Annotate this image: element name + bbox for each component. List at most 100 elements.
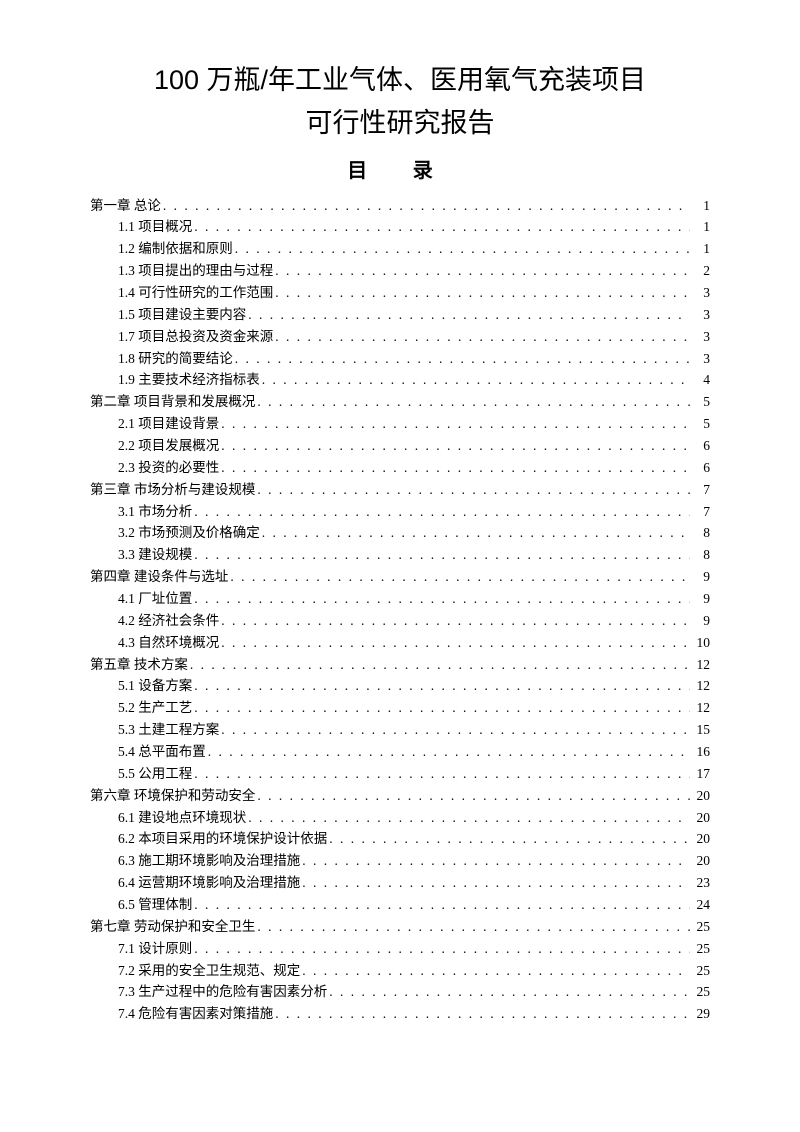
toc-chapter-row: 第一章 总论1	[90, 195, 710, 217]
document-title-line1: 100 万瓶/年工业气体、医用氧气充装项目	[90, 60, 710, 101]
toc-entry-label: 5.1 设备方案	[118, 675, 192, 697]
table-of-contents: 第一章 总论11.1 项目概况11.2 编制依据和原则11.3 项目提出的理由与…	[90, 195, 710, 1026]
toc-leader-dots	[194, 938, 690, 960]
toc-leader-dots	[235, 348, 690, 370]
toc-leader-dots	[194, 501, 690, 523]
toc-section-row: 7.3 生产过程中的危险有害因素分析25	[90, 981, 710, 1003]
toc-section-row: 3.3 建设规模8	[90, 544, 710, 566]
toc-entry-page: 1	[692, 195, 710, 217]
toc-entry-label: 第二章 项目背景和发展概况	[90, 391, 255, 413]
toc-section-row: 5.1 设备方案12	[90, 675, 710, 697]
toc-section-row: 4.3 自然环境概况10	[90, 632, 710, 654]
toc-entry-page: 25	[692, 960, 710, 982]
toc-section-row: 4.2 经济社会条件9	[90, 610, 710, 632]
toc-heading: 目 录	[90, 154, 710, 183]
toc-entry-page: 24	[692, 894, 710, 916]
toc-entry-page: 1	[692, 216, 710, 238]
toc-leader-dots	[221, 435, 690, 457]
toc-section-row: 7.4 危险有害因素对策措施29	[90, 1003, 710, 1025]
toc-entry-page: 5	[692, 391, 710, 413]
toc-entry-page: 3	[692, 304, 710, 326]
toc-section-row: 1.9 主要技术经济指标表 4	[90, 369, 710, 391]
toc-entry-page: 10	[692, 632, 710, 654]
toc-chapter-row: 第五章 技术方案12	[90, 654, 710, 676]
toc-leader-dots	[194, 675, 690, 697]
toc-leader-dots	[221, 413, 690, 435]
document-title-line2: 可行性研究报告	[90, 101, 710, 140]
toc-entry-label: 7.3 生产过程中的危险有害因素分析	[118, 981, 327, 1003]
toc-entry-page: 8	[692, 522, 710, 544]
toc-entry-label: 1.8 研究的简要结论	[118, 348, 233, 370]
toc-section-row: 1.4 可行性研究的工作范围 3	[90, 282, 710, 304]
toc-leader-dots	[248, 304, 690, 326]
toc-entry-label: 2.3 投资的必要性	[118, 457, 219, 479]
toc-entry-page: 17	[692, 763, 710, 785]
toc-entry-page: 1	[692, 238, 710, 260]
toc-entry-page: 4	[692, 369, 710, 391]
toc-entry-label: 1.2 编制依据和原则	[118, 238, 233, 260]
toc-leader-dots	[302, 872, 690, 894]
toc-section-row: 5.4 总平面布置 16	[90, 741, 710, 763]
toc-entry-page: 16	[692, 741, 710, 763]
toc-entry-label: 5.2 生产工艺	[118, 697, 192, 719]
toc-leader-dots	[275, 1003, 690, 1025]
toc-leader-dots	[221, 719, 690, 741]
toc-entry-label: 7.1 设计原则	[118, 938, 192, 960]
toc-entry-label: 1.5 项目建设主要内容	[118, 304, 246, 326]
toc-leader-dots	[194, 894, 690, 916]
toc-entry-page: 7	[692, 479, 710, 501]
toc-chapter-row: 第三章 市场分析与建设规模 7	[90, 479, 710, 501]
toc-leader-dots	[221, 632, 690, 654]
toc-entry-label: 3.2 市场预测及价格确定	[118, 522, 260, 544]
toc-section-row: 2.2 项目发展概况6	[90, 435, 710, 457]
toc-entry-page: 3	[692, 282, 710, 304]
toc-entry-label: 6.2 本项目采用的环境保护设计依据	[118, 828, 327, 850]
toc-leader-dots	[329, 828, 690, 850]
toc-leader-dots	[275, 260, 690, 282]
toc-entry-page: 6	[692, 457, 710, 479]
toc-leader-dots	[257, 479, 690, 501]
toc-entry-label: 第三章 市场分析与建设规模	[90, 479, 255, 501]
toc-entry-label: 第五章 技术方案	[90, 654, 188, 676]
toc-section-row: 5.2 生产工艺 12	[90, 697, 710, 719]
toc-leader-dots	[221, 457, 690, 479]
toc-entry-page: 5	[692, 413, 710, 435]
toc-entry-page: 20	[692, 828, 710, 850]
toc-entry-page: 25	[692, 938, 710, 960]
toc-chapter-row: 第四章 建设条件与选址9	[90, 566, 710, 588]
toc-leader-dots	[194, 697, 690, 719]
toc-section-row: 1.3 项目提出的理由与过程2	[90, 260, 710, 282]
toc-leader-dots	[262, 369, 690, 391]
toc-section-row: 1.2 编制依据和原则 1	[90, 238, 710, 260]
toc-entry-label: 5.5 公用工程	[118, 763, 192, 785]
toc-entry-page: 3	[692, 326, 710, 348]
toc-leader-dots	[275, 282, 690, 304]
toc-leader-dots	[302, 850, 690, 872]
toc-entry-label: 1.4 可行性研究的工作范围	[118, 282, 273, 304]
toc-section-row: 2.3 投资的必要性 6	[90, 457, 710, 479]
toc-leader-dots	[194, 544, 690, 566]
toc-leader-dots	[221, 610, 690, 632]
toc-chapter-row: 第二章 项目背景和发展概况 5	[90, 391, 710, 413]
toc-section-row: 6.4 运营期环境影响及治理措施23	[90, 872, 710, 894]
toc-section-row: 6.3 施工期环境影响及治理措施20	[90, 850, 710, 872]
toc-entry-page: 20	[692, 785, 710, 807]
toc-section-row: 1.1 项目概况 1	[90, 216, 710, 238]
toc-entry-label: 6.1 建设地点环境现状	[118, 807, 246, 829]
toc-entry-label: 5.4 总平面布置	[118, 741, 206, 763]
toc-section-row: 1.7 项目总投资及资金来源3	[90, 326, 710, 348]
toc-section-row: 1.8 研究的简要结论 3	[90, 348, 710, 370]
toc-chapter-row: 第七章 劳动保护和安全卫生25	[90, 916, 710, 938]
toc-entry-label: 7.2 采用的安全卫生规范、规定	[118, 960, 300, 982]
toc-entry-page: 3	[692, 348, 710, 370]
toc-entry-label: 1.9 主要技术经济指标表	[118, 369, 260, 391]
toc-section-row: 3.1 市场分析7	[90, 501, 710, 523]
toc-entry-page: 12	[692, 697, 710, 719]
toc-leader-dots	[257, 391, 690, 413]
toc-entry-label: 1.1 项目概况	[118, 216, 192, 238]
toc-entry-page: 9	[692, 588, 710, 610]
toc-leader-dots	[257, 916, 690, 938]
toc-entry-label: 6.5 管理体制	[118, 894, 192, 916]
toc-entry-label: 1.3 项目提出的理由与过程	[118, 260, 273, 282]
toc-leader-dots	[163, 195, 690, 217]
